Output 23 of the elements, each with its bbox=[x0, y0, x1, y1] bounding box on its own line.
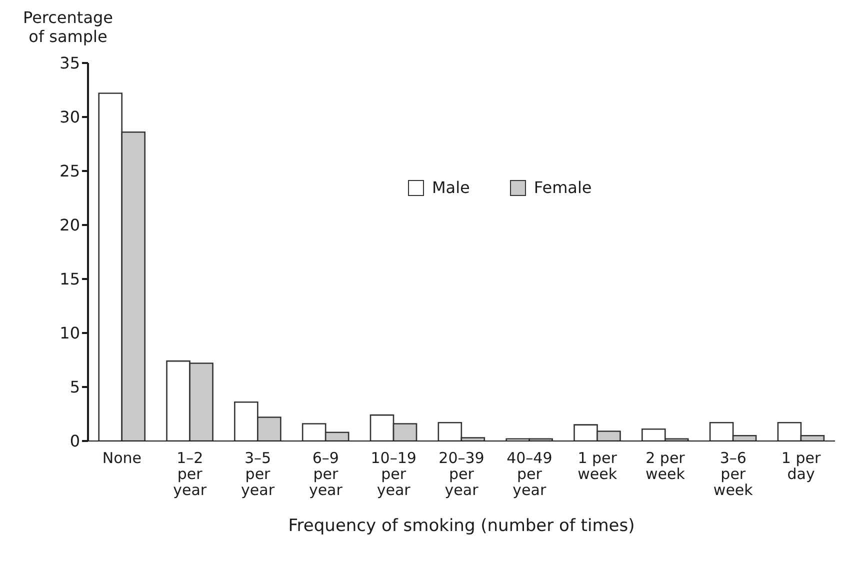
y-tick-label: 30 bbox=[60, 108, 80, 127]
y-tick-label: 0 bbox=[70, 432, 80, 451]
legend-label: Male bbox=[432, 178, 470, 197]
legend-label: Female bbox=[534, 178, 592, 197]
x-tick-label: 6–9 per year bbox=[308, 449, 344, 499]
y-tick-label: 15 bbox=[60, 270, 80, 289]
y-tick-label: 25 bbox=[60, 162, 80, 181]
y-tick-label: 10 bbox=[60, 324, 80, 343]
x-tick-label: 10–19 per year bbox=[370, 449, 416, 499]
x-tick-label: 1–2 per year bbox=[173, 449, 208, 499]
x-tick-label: 40–49 per year bbox=[506, 449, 552, 499]
x-axis-title: Frequency of smoking (number of times) bbox=[288, 516, 635, 536]
y-tick-label: 35 bbox=[60, 54, 80, 73]
x-tick-label: 1 per week bbox=[578, 449, 618, 483]
x-tick-label: 2 per week bbox=[646, 449, 686, 483]
x-tick-label: 1 per day bbox=[781, 449, 822, 483]
x-tick-label: 3–6 per week bbox=[713, 449, 754, 499]
x-tick-label: None bbox=[102, 449, 142, 467]
y-tick-label: 20 bbox=[60, 216, 80, 235]
y-axis-title: Percentage of sample bbox=[22, 8, 114, 46]
x-tick-label: 3–5 per year bbox=[241, 449, 276, 499]
x-tick-label: 20–39 per year bbox=[438, 449, 484, 499]
y-tick-label: 5 bbox=[70, 378, 80, 397]
